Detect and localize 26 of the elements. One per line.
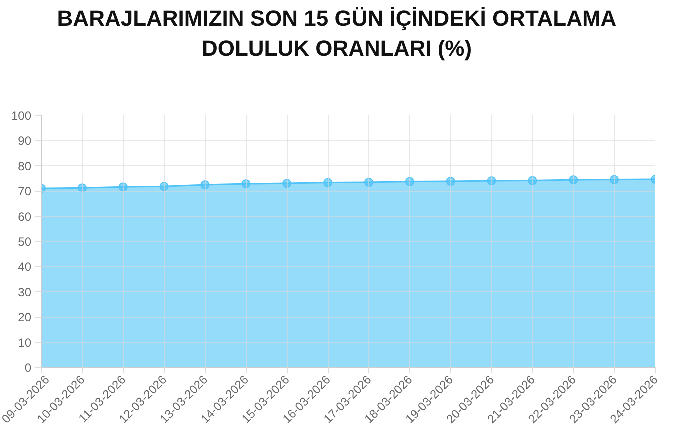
y-tick-label: 10	[18, 336, 32, 350]
y-tick-label: 40	[18, 260, 32, 274]
point	[242, 180, 251, 189]
y-tick-label: 100	[11, 109, 32, 123]
point	[405, 177, 414, 186]
y-tick-label: 80	[18, 159, 32, 174]
y-tick-label: 20	[18, 310, 32, 325]
y-tick-label: 90	[18, 134, 32, 148]
point	[446, 177, 456, 186]
y-tick-label: 30	[18, 285, 32, 300]
point	[200, 180, 210, 190]
point	[569, 176, 578, 185]
y-tick-label: 70	[18, 184, 32, 199]
y-tick-label: 60	[18, 210, 32, 224]
y-tick-label: 0	[24, 361, 32, 375]
point	[78, 184, 87, 193]
point	[282, 179, 292, 188]
point	[160, 182, 169, 192]
y-tick-label: 50	[18, 235, 32, 249]
point	[324, 178, 333, 188]
point	[364, 178, 374, 188]
chart-title: BARAJLARIMIZIN SON 15 GÜN İÇİNDEKİ ORTALAMA DOLULUK ORANLARI (%)	[56, 5, 618, 63]
point	[610, 175, 620, 184]
point	[528, 176, 538, 186]
point	[118, 182, 128, 192]
point	[487, 176, 496, 186]
